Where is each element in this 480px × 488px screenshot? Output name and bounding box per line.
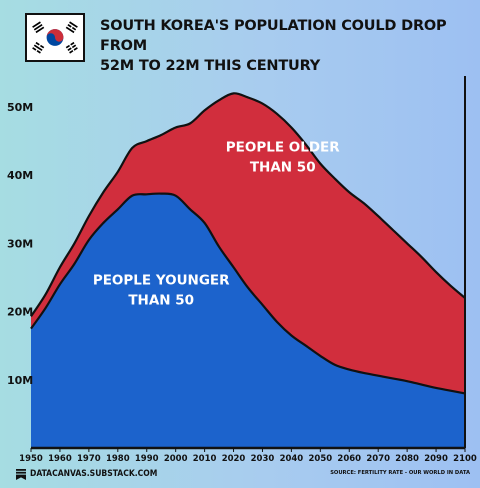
x-tick-label: 2050 [308,454,332,464]
y-tick-label: 20M [7,306,33,319]
y-tick-label: 30M [7,237,33,250]
x-tick-label: 2100 [453,454,477,464]
x-tick-label: 2000 [164,454,188,464]
x-tick-label: 1950 [19,454,43,464]
label-younger-than-50: PEOPLE YOUNGER THAN 50 [93,272,230,308]
chart-title-line-1: SOUTH KOREA'S POPULATION COULD DROP FROM [100,18,447,54]
x-tick-label: 1970 [77,454,101,464]
x-tick-label: 2080 [395,454,419,464]
y-tick-label: 10M [7,374,33,387]
x-tick-label: 1990 [135,454,159,464]
x-tick-label: 2060 [337,454,361,464]
x-tick-label: 2040 [280,454,304,464]
x-tick-label: 2030 [251,454,275,464]
x-tick-label: 1980 [106,454,130,464]
y-tick-label: 40M [7,169,33,182]
x-tick-label: 2090 [424,454,448,464]
area-younger-than-50 [31,193,465,448]
x-tick-label: 2010 [193,454,217,464]
footer-source: SOURCE: FERTILITY RATE - OUR WORLD IN DA… [330,470,470,476]
footer-brand[interactable]: DATACANVAS.SUBSTACK.COM [16,467,157,481]
substack-icon [16,468,26,480]
chart-title: SOUTH KOREA'S POPULATION COULD DROP FROM… [100,16,460,76]
x-tick-label: 1960 [48,454,72,464]
label-older-than-50: PEOPLE OLDER THAN 50 [226,139,341,175]
line-younger-than-50 [30,192,466,395]
line-total-population [30,92,466,317]
x-tick-label: 2070 [366,454,390,464]
chart-title-line-2: 52M TO 22M THIS CENTURY [100,58,321,74]
south-korea-flag-icon [25,13,85,62]
y-tick-label: 50M [7,101,33,114]
footer-brand-text: DATACANVAS.SUBSTACK.COM [30,469,158,479]
x-tick-label: 2020 [222,454,246,464]
